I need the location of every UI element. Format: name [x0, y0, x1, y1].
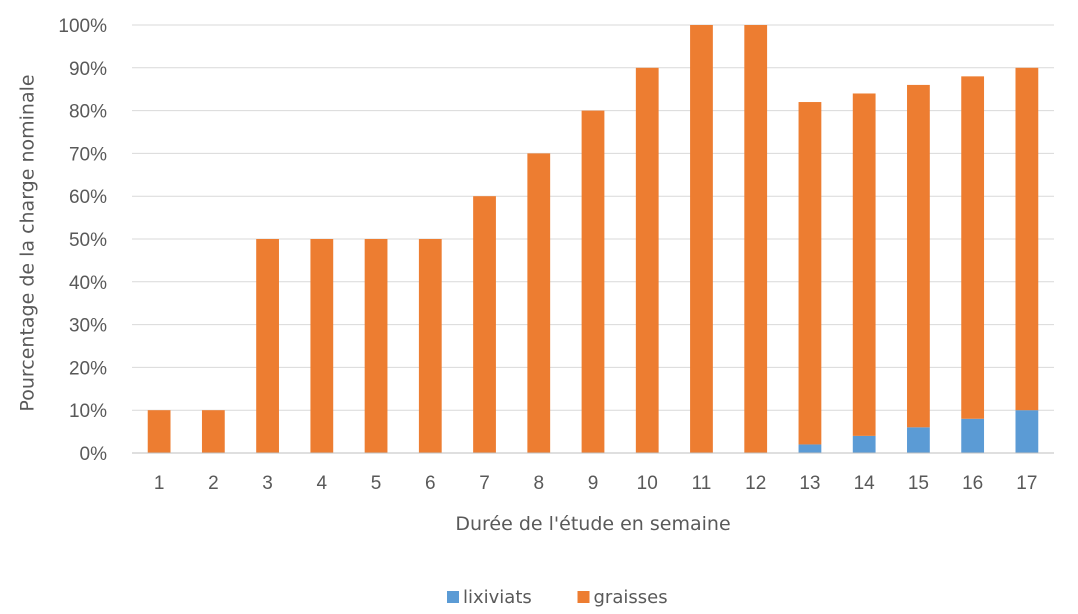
x-tick-label: 11	[692, 473, 712, 494]
y-tick-label: 20%	[69, 358, 107, 379]
bar-lixiviats-14	[852, 435, 876, 453]
y-tick-label: 80%	[69, 102, 107, 123]
x-tick-label: 15	[908, 473, 929, 494]
bar-graisses-1	[147, 410, 171, 453]
x-tick-label: 8	[533, 473, 544, 494]
legend-label-graisses: graisses	[594, 587, 668, 608]
bar-lixiviats-13	[798, 444, 822, 453]
bar-graisses-7	[473, 196, 496, 453]
y-tick-label: 0%	[80, 444, 108, 465]
bar-graisses-11	[690, 25, 713, 453]
x-axis-title: Durée de l'étude en semaine	[455, 513, 730, 535]
y-tick-label: 40%	[69, 273, 107, 294]
bar-graisses-13	[798, 102, 822, 445]
legend: lixiviats graisses	[447, 587, 668, 608]
y-tick-label: 60%	[69, 187, 107, 208]
bar-graisses-9	[581, 110, 605, 453]
bar-graisses-10	[635, 67, 659, 454]
y-axis-title: Pourcentage de la charge nominale	[17, 74, 39, 411]
bar-graisses-3	[256, 239, 279, 453]
x-tick-label: 16	[962, 473, 983, 494]
legend-label-lixiviats: lixiviats	[463, 587, 532, 608]
bars	[147, 25, 1039, 454]
x-tick-label: 12	[745, 473, 766, 494]
bar-lixiviats-16	[961, 418, 985, 453]
x-tick-label: 3	[262, 473, 273, 494]
bar-graisses-4	[310, 239, 334, 453]
x-tick-label: 13	[799, 473, 820, 494]
bar-graisses-14	[852, 93, 876, 436]
legend-swatch-graisses	[577, 591, 590, 603]
x-tick-label: 6	[425, 473, 436, 494]
bar-graisses-15	[907, 84, 930, 428]
x-tick-label: 14	[854, 473, 876, 494]
bar-lixiviats-15	[907, 427, 930, 453]
bar-lixiviats-17	[1015, 410, 1039, 453]
bar-graisses-2	[201, 410, 225, 453]
axes: 0%10%20%30%40%50%60%70%80%90%100%1 2 3 4 5 6 7…	[58, 16, 1054, 494]
y-tick-label: 90%	[69, 59, 107, 80]
y-tick-label: 30%	[69, 316, 107, 337]
y-tick-label: 50%	[69, 230, 107, 251]
x-tick-label: 2	[208, 473, 219, 494]
x-tick-label: 17	[1016, 473, 1037, 494]
x-tick-label: 5	[371, 473, 382, 494]
x-tick-label: 7	[479, 473, 490, 494]
y-tick-label: 10%	[69, 401, 107, 422]
bar-graisses-17	[1015, 67, 1039, 411]
x-tick-label: 1	[154, 473, 165, 494]
x-tick-label: 10	[637, 473, 658, 494]
bar-graisses-16	[961, 76, 985, 419]
y-tick-label: 70%	[69, 144, 107, 165]
bar-graisses-12	[744, 25, 768, 453]
y-tick-label: 100%	[58, 16, 107, 37]
bar-graisses-8	[527, 153, 551, 453]
legend-swatch-lixiviats	[447, 591, 459, 603]
bar-graisses-6	[418, 239, 442, 453]
x-tick-label: 4	[317, 473, 328, 494]
x-tick-label: 9	[588, 473, 599, 494]
bar-graisses-5	[364, 239, 388, 453]
